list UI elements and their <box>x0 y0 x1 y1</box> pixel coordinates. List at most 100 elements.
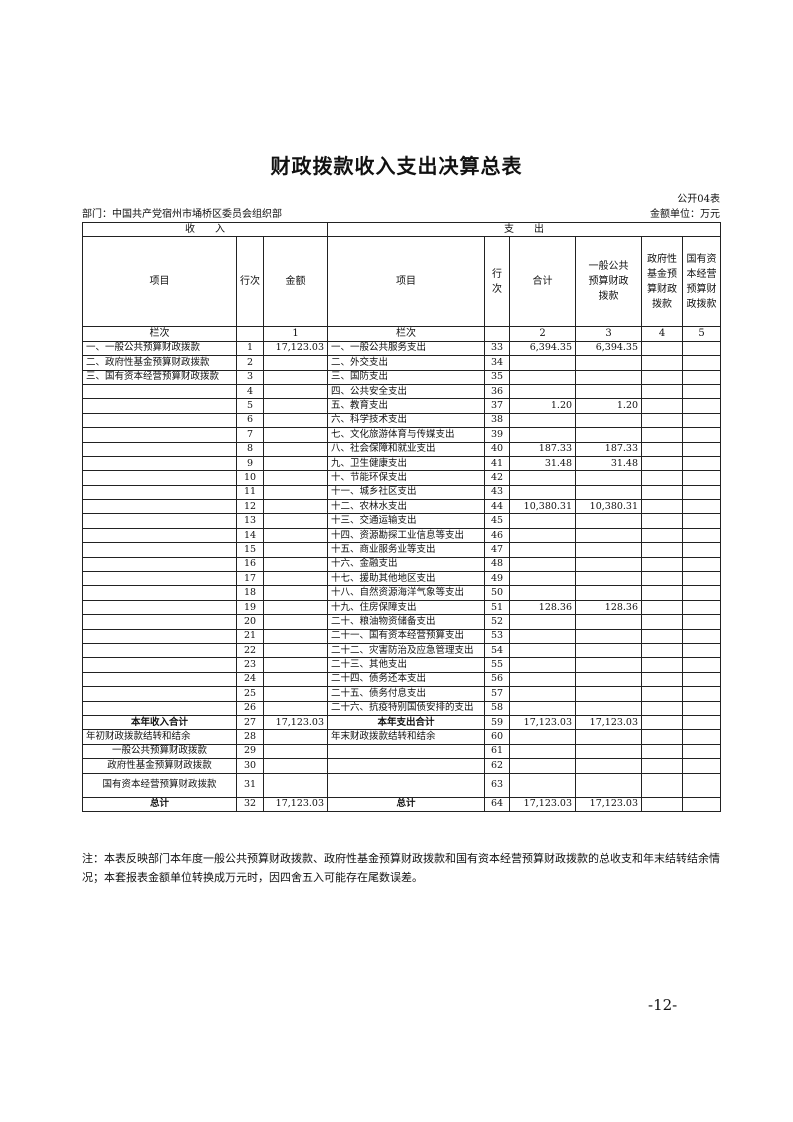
gov-fund-amount <box>641 642 684 659</box>
expense-header: 支 出 <box>327 221 722 238</box>
income-amount <box>262 729 329 745</box>
gov-fund-amount <box>641 686 684 702</box>
table-row: 8 八、社会保障和就业支出 40 187.33 187.33 <box>82 441 722 457</box>
gov-fund-amount <box>641 772 684 798</box>
general-budget-amount <box>575 671 643 688</box>
expense-item: 十四、资源勘探工业信息等支出 <box>327 527 486 544</box>
income-item <box>82 585 237 601</box>
expense-row-no: 53 <box>484 628 511 644</box>
total-amount <box>509 743 577 760</box>
table-row: 19 十九、住房保障支出 51 128.36 128.36 <box>82 599 722 616</box>
expense-item: 三、国防支出 <box>327 369 486 385</box>
table-row: 7 七、文化旅游体育与传媒支出 39 <box>82 427 722 443</box>
income-row-no: 9 <box>236 455 264 472</box>
income-item <box>82 412 237 429</box>
soe-amount <box>682 470 722 486</box>
expense-item: 十一、城乡社区支出 <box>327 484 486 501</box>
income-row-no: 8 <box>236 441 264 457</box>
income-row-no: 2 <box>236 355 264 371</box>
gov-fund-amount <box>641 714 684 731</box>
expense-item: 十三、交通运输支出 <box>327 513 486 529</box>
income-row-no: 31 <box>236 772 264 798</box>
gov-fund-amount <box>641 571 684 587</box>
table-row: 26 二十六、抗疫特别国债安排的支出 58 <box>82 700 722 716</box>
expense-row-no: 39 <box>484 427 511 443</box>
soe-amount <box>682 614 722 630</box>
soe-amount <box>682 355 722 371</box>
expense-row-no: 52 <box>484 614 511 630</box>
table-row: 15 十五、商业服务业等支出 47 <box>82 542 722 558</box>
income-amount <box>262 657 329 673</box>
income-item <box>82 527 237 544</box>
total-header: 合计 <box>509 236 577 328</box>
gov-fund-amount <box>641 542 684 558</box>
page-number: -12- <box>648 996 678 1014</box>
income-item: 一、一般公共预算财政拨款 <box>82 340 237 357</box>
gov-fund-amount <box>641 671 684 688</box>
soe-amount <box>682 585 722 601</box>
form-number: 公开04表 <box>677 194 720 205</box>
income-row-no: 16 <box>236 556 264 573</box>
expense-row-no: 48 <box>484 556 511 573</box>
expense-item: 二十四、债务还本支出 <box>327 671 486 688</box>
expense-item: 七、文化旅游体育与传媒支出 <box>327 427 486 443</box>
expense-item: 二十、粮油物资储备支出 <box>327 614 486 630</box>
income-row-no: 21 <box>236 628 264 644</box>
income-amount <box>262 383 329 400</box>
expense-item: 二十三、其他支出 <box>327 657 486 673</box>
income-amount <box>262 599 329 616</box>
general-budget-amount <box>575 758 643 774</box>
total-amount: 10,380.31 <box>509 499 577 515</box>
income-item <box>82 499 237 515</box>
income-item <box>82 398 237 414</box>
general-budget-amount: 187.33 <box>575 441 643 457</box>
income-item <box>82 470 237 486</box>
gov-fund-amount <box>641 513 684 529</box>
gov-fund-amount <box>641 556 684 573</box>
general-budget-amount: 10,380.31 <box>575 499 643 515</box>
table-row: 11 十一、城乡社区支出 43 <box>82 484 722 501</box>
income-item <box>82 657 237 673</box>
soe-amount <box>682 772 722 798</box>
table-row: 政府性基金预算财政拨款 30 62 <box>82 758 722 774</box>
gov-fund-header: 政府性基金预算财政拨款 <box>641 236 684 328</box>
income-amount <box>262 513 329 529</box>
income-amount <box>262 772 329 798</box>
expense-row-no-header: 行次 <box>484 236 511 328</box>
general-budget-amount <box>575 513 643 529</box>
table-row: 6 六、科学技术支出 38 <box>82 412 722 429</box>
expense-row-no: 56 <box>484 671 511 688</box>
column-number: 3 <box>575 326 643 342</box>
income-row-no: 13 <box>236 513 264 529</box>
footnote: 注：本表反映部门本年度一般公共预算财政拨款、政府性基金预算财政拨款和国有资本经营… <box>82 852 720 884</box>
page-title: 财政拨款收入支出决算总表 <box>270 154 523 178</box>
general-budget-amount <box>575 484 643 501</box>
general-budget-amount <box>575 686 643 702</box>
total-amount <box>509 542 577 558</box>
income-row-no: 32 <box>236 796 264 812</box>
expense-row-no: 42 <box>484 470 511 486</box>
gov-fund-amount <box>641 369 684 385</box>
general-budget-amount <box>575 700 643 716</box>
income-amount <box>262 484 329 501</box>
expense-item: 十八、自然资源海洋气象等支出 <box>327 585 486 601</box>
gov-fund-amount <box>641 412 684 429</box>
soe-amount <box>682 542 722 558</box>
gov-fund-amount <box>641 527 684 544</box>
total-amount: 128.36 <box>509 599 577 616</box>
table-row: 年初财政拨款结转和结余 28 年末财政拨款结转和结余 60 <box>82 729 722 745</box>
general-budget-amount <box>575 628 643 644</box>
income-amount <box>262 355 329 371</box>
soe-amount <box>682 427 722 443</box>
table-row: 9 九、卫生健康支出 41 31.48 31.48 <box>82 455 722 472</box>
expense-item: 十六、金融支出 <box>327 556 486 573</box>
income-item <box>82 686 237 702</box>
income-row-no: 3 <box>236 369 264 385</box>
income-amount <box>262 441 329 457</box>
general-budget-amount <box>575 585 643 601</box>
soe-amount <box>682 714 722 731</box>
total-amount: 1.20 <box>509 398 577 414</box>
income-item: 一般公共预算财政拨款 <box>82 743 237 760</box>
general-budget-amount: 128.36 <box>575 599 643 616</box>
income-row-no: 29 <box>236 743 264 760</box>
